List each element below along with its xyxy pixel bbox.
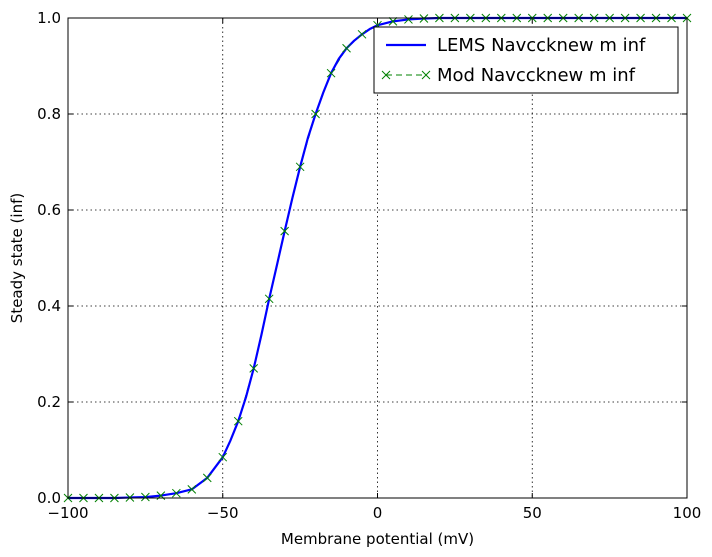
data-point-mod bbox=[218, 452, 228, 462]
data-point-mod bbox=[280, 226, 290, 236]
data-point-mod bbox=[202, 473, 212, 483]
x-tick-label: 0 bbox=[373, 504, 383, 522]
y-tick-label: 0.8 bbox=[37, 105, 61, 123]
x-tick-labels: −100 −50 0 50 100 bbox=[47, 504, 701, 522]
x-axis-label: Membrane potential (mV) bbox=[281, 530, 474, 548]
y-tick-label: 0.6 bbox=[37, 201, 61, 219]
data-point-mod bbox=[233, 416, 243, 426]
data-point-mod bbox=[342, 43, 351, 53]
legend-box bbox=[373, 26, 679, 94]
data-point-mod bbox=[311, 109, 320, 119]
data-point-mod bbox=[388, 17, 398, 26]
legend-swatch-mod bbox=[381, 70, 431, 80]
x-tick-label: −50 bbox=[207, 504, 239, 522]
data-point-mod bbox=[357, 29, 367, 39]
data-point-mod bbox=[295, 162, 305, 172]
grid bbox=[68, 18, 687, 498]
x-tick-label: 100 bbox=[673, 504, 702, 522]
legend-label-mod: Mod Navccknew m inf bbox=[437, 65, 636, 86]
legend: LEMS Navccknew m inf Mod Navccknew m inf bbox=[373, 26, 679, 94]
data-point-mod bbox=[187, 485, 197, 494]
y-tick-label: 0.4 bbox=[37, 297, 61, 315]
data-point-mod bbox=[326, 68, 336, 78]
plot-frame bbox=[67, 17, 688, 499]
y-tick-label: 0.2 bbox=[37, 393, 61, 411]
legend-label-lems: LEMS Navccknew m inf bbox=[437, 35, 646, 56]
data-point-mod bbox=[171, 488, 181, 498]
x-tick-label: 50 bbox=[523, 504, 542, 522]
y-tick-label: 0.0 bbox=[37, 489, 61, 507]
data-point-mod bbox=[404, 15, 413, 24]
data-point-mod bbox=[141, 492, 150, 502]
y-tick-labels: 0.0 0.2 0.4 0.6 0.8 1.0 bbox=[37, 9, 61, 507]
x-tick-label: −100 bbox=[47, 504, 88, 522]
data-point-mod bbox=[249, 364, 259, 373]
y-tick-label: 1.0 bbox=[37, 9, 61, 27]
y-axis-label: Steady state (inf) bbox=[8, 193, 26, 323]
data-point-mod bbox=[264, 294, 274, 304]
